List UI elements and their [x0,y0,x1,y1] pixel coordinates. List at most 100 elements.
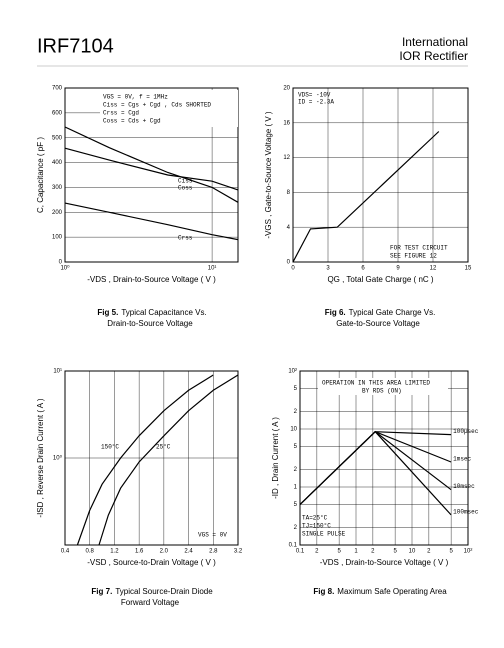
curve [98,374,239,546]
curve-label: 150°C [101,444,119,451]
x-tick-label: 2.8 [209,549,218,555]
y-tick-label: 5 [294,502,298,508]
x-tick-label: 6 [361,266,365,272]
x-tick-label: 3.2 [234,549,243,555]
y-tick-label: 1 [294,485,298,491]
x-tick-label: 10⁰ [60,265,70,272]
y-tick-label: 100 [52,235,63,241]
annotation-box [318,378,448,395]
curve-label: 10msec [453,483,475,490]
x-tick-label: 1.2 [110,549,119,555]
annotation-box [100,90,238,127]
annotation: SINGLE PULSE [302,531,346,538]
part-number: IRF7104 [37,35,114,57]
x-tick-label: 3 [326,266,330,272]
curve-label: Coss [178,185,193,192]
y-tick-label: 2 [294,409,298,415]
caption-label: Fig 6. [325,308,346,317]
caption: Gate-to-Source Voltage [336,319,420,328]
x-tick-label: 1 [354,549,358,555]
curve [64,147,239,191]
y-tick-label: 5 [294,386,298,392]
curve [64,202,239,241]
y-tick-label: 10¹ [53,369,62,375]
y-tick-label: 16 [283,120,290,126]
x-tick-label: 2.4 [184,549,193,555]
x-tick-label: 1.6 [135,549,144,555]
annotation: VGS = 0V, f = 1MHz [103,94,168,101]
y-axis-label: C, Capacitance ( pF ) [36,137,45,213]
x-tick-label: 9 [396,266,400,272]
annotation: Coss = Cds + Cgd [103,118,161,125]
x-axis-label: QG , Total Gate Charge ( nC ) [327,275,433,284]
y-tick-label: 500 [52,135,63,141]
annotation: OPERATION IN THIS AREA LIMITED [322,380,430,387]
y-tick-label: 300 [52,185,63,191]
x-tick-label: 5 [393,549,397,555]
y-tick-label: 0 [59,260,63,266]
annotation: SEE FIGURE 12 [390,253,437,260]
y-tick-label: 20 [283,86,290,92]
y-tick-label: 4 [287,225,291,231]
y-tick-label: 10⁰ [53,455,63,462]
caption: Typical Capacitance Vs. [121,308,206,317]
x-tick-label: 2 [371,549,375,555]
x-tick-label: 5 [449,549,453,555]
y-axis-label: -ISD , Reverse Drain Current ( A ) [36,398,45,517]
curve-label: 100µsec [453,428,479,435]
caption-label: Fig 8. [313,587,334,596]
x-tick-label: 0 [291,266,295,272]
curve [76,374,214,546]
x-tick-label: 12 [430,266,437,272]
y-tick-label: 10 [290,427,297,433]
curve [64,126,239,203]
annotation: BY RDS (ON) [362,388,402,395]
brand: IOR Rectifier [399,49,468,63]
curve-label: Crss [178,235,193,242]
annotation: FOR TEST CIRCUIT [390,245,448,252]
caption: Drain-to-Source Voltage [107,319,193,328]
y-axis-label: -VGS , Gate-to-Source Voltage ( V ) [264,111,273,239]
x-tick-label: 10² [464,549,473,555]
annotation: Crss = Cgd [103,110,139,117]
x-tick-label: 2 [315,549,319,555]
y-tick-label: 8 [287,190,291,196]
caption: Maximum Safe Operating Area [337,587,447,596]
annotation: Ciss = Cgs + Cgd , Cds SHORTED [103,102,211,109]
x-axis-label: -VDS , Drain-to-Source Voltage ( V ) [320,558,449,567]
annotation: ID = -2.3A [298,99,334,106]
annotation: VDS= -10V [298,92,331,99]
y-tick-label: 200 [52,210,63,216]
caption-label: Fig 7. [91,587,112,596]
caption: Typical Gate Charge Vs. [349,308,436,317]
x-tick-label: 0.8 [86,549,95,555]
x-tick-label: 2 [427,549,431,555]
y-tick-label: 400 [52,160,63,166]
caption-label: Fig 5. [97,308,118,317]
y-tick-label: 2 [294,467,298,473]
curve [299,430,452,516]
x-tick-label: 0.1 [296,549,305,555]
y-tick-label: 12 [283,155,290,161]
y-axis-label: -ID , Drain Current ( A ) [271,417,280,499]
x-tick-label: 10¹ [208,266,217,272]
y-tick-label: 0 [287,260,291,266]
x-tick-label: 15 [465,266,472,272]
y-tick-label: 10² [288,369,297,375]
x-tick-label: 0.4 [61,549,70,555]
x-tick-label: 5 [337,549,341,555]
annotation: VGS = 0V [198,532,227,539]
brand: International [402,35,468,49]
y-tick-label: 600 [52,110,63,116]
y-tick-label: 0.1 [289,543,298,549]
caption: Forward Voltage [121,598,180,607]
curve [292,131,440,263]
y-tick-label: 5 [294,444,298,450]
y-tick-label: 700 [52,86,63,92]
x-axis-label: -VSD , Source-to-Drain Voltage ( V ) [87,558,216,567]
y-tick-label: 2 [294,525,298,531]
curve-label: 1msec [453,456,471,463]
curve-label: 25°C [156,444,171,451]
curve-label: Ciss [178,178,193,185]
